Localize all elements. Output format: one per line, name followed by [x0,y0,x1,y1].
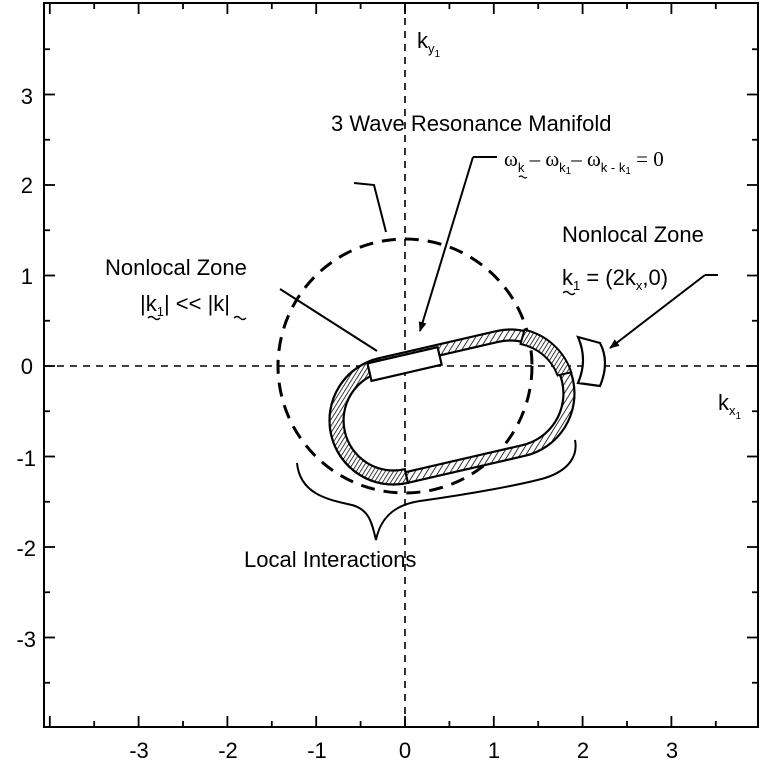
tilde-mark [233,315,247,321]
y-axis-ticks [44,48,758,684]
x-tick-label: 1 [488,738,500,763]
x-tick-label: -1 [307,738,327,763]
x-tick-labels: -3 -2 -1 0 1 2 3 [129,738,678,763]
x-tick-label: 3 [666,738,678,763]
leader-circle [353,182,387,233]
tilde-mark [518,175,528,179]
kx-axis-label: kx1 [718,390,742,422]
resonance-manifold [328,328,576,486]
ky-axis-label: ky1 [417,28,441,60]
manifold-title: 3 Wave Resonance Manifold [331,111,611,136]
nonlocal-zone-right-condition: k1 = (2kx,0) [562,265,668,293]
resonance-equation: ωk – ωk1– ωk - k1 = 0 [504,147,664,177]
x-tick-label: 0 [399,738,411,763]
y-tick-label: -3 [16,627,36,652]
nonlocal-zone-left-condition: |k1| << |k| [140,291,230,319]
nonlocal-zone-cap-right [576,335,607,388]
tilde-mark [562,290,576,296]
y-tick-label: 2 [21,173,33,198]
plot-frame [43,2,759,728]
dashed-circle [276,237,534,495]
x-tick-label: -3 [129,738,149,763]
y-tick-labels: 3 2 1 0 -1 -2 -3 [16,84,36,652]
nonlocal-zone-right-title: Nonlocal Zone [562,222,704,247]
local-interactions-brace [296,439,577,541]
x-tick-label: 2 [577,738,589,763]
nonlocal-zone-left-title: Nonlocal Zone [105,255,247,280]
leader-nonlocal-right-arrow [609,274,706,349]
y-tick-label: 0 [21,354,33,379]
leader-manifold-arrow [418,156,474,332]
y-tick-label: 3 [21,84,33,109]
local-interactions-label: Local Interactions [244,547,416,572]
leader-nonlocal-left [279,288,378,352]
y-tick-label: 1 [21,264,33,289]
tilde-mark [147,315,161,321]
y-tick-label: -1 [16,446,36,471]
nonlocal-zone-box-left [366,345,443,383]
x-tick-label: -2 [218,738,238,763]
y-tick-label: -2 [16,536,36,561]
